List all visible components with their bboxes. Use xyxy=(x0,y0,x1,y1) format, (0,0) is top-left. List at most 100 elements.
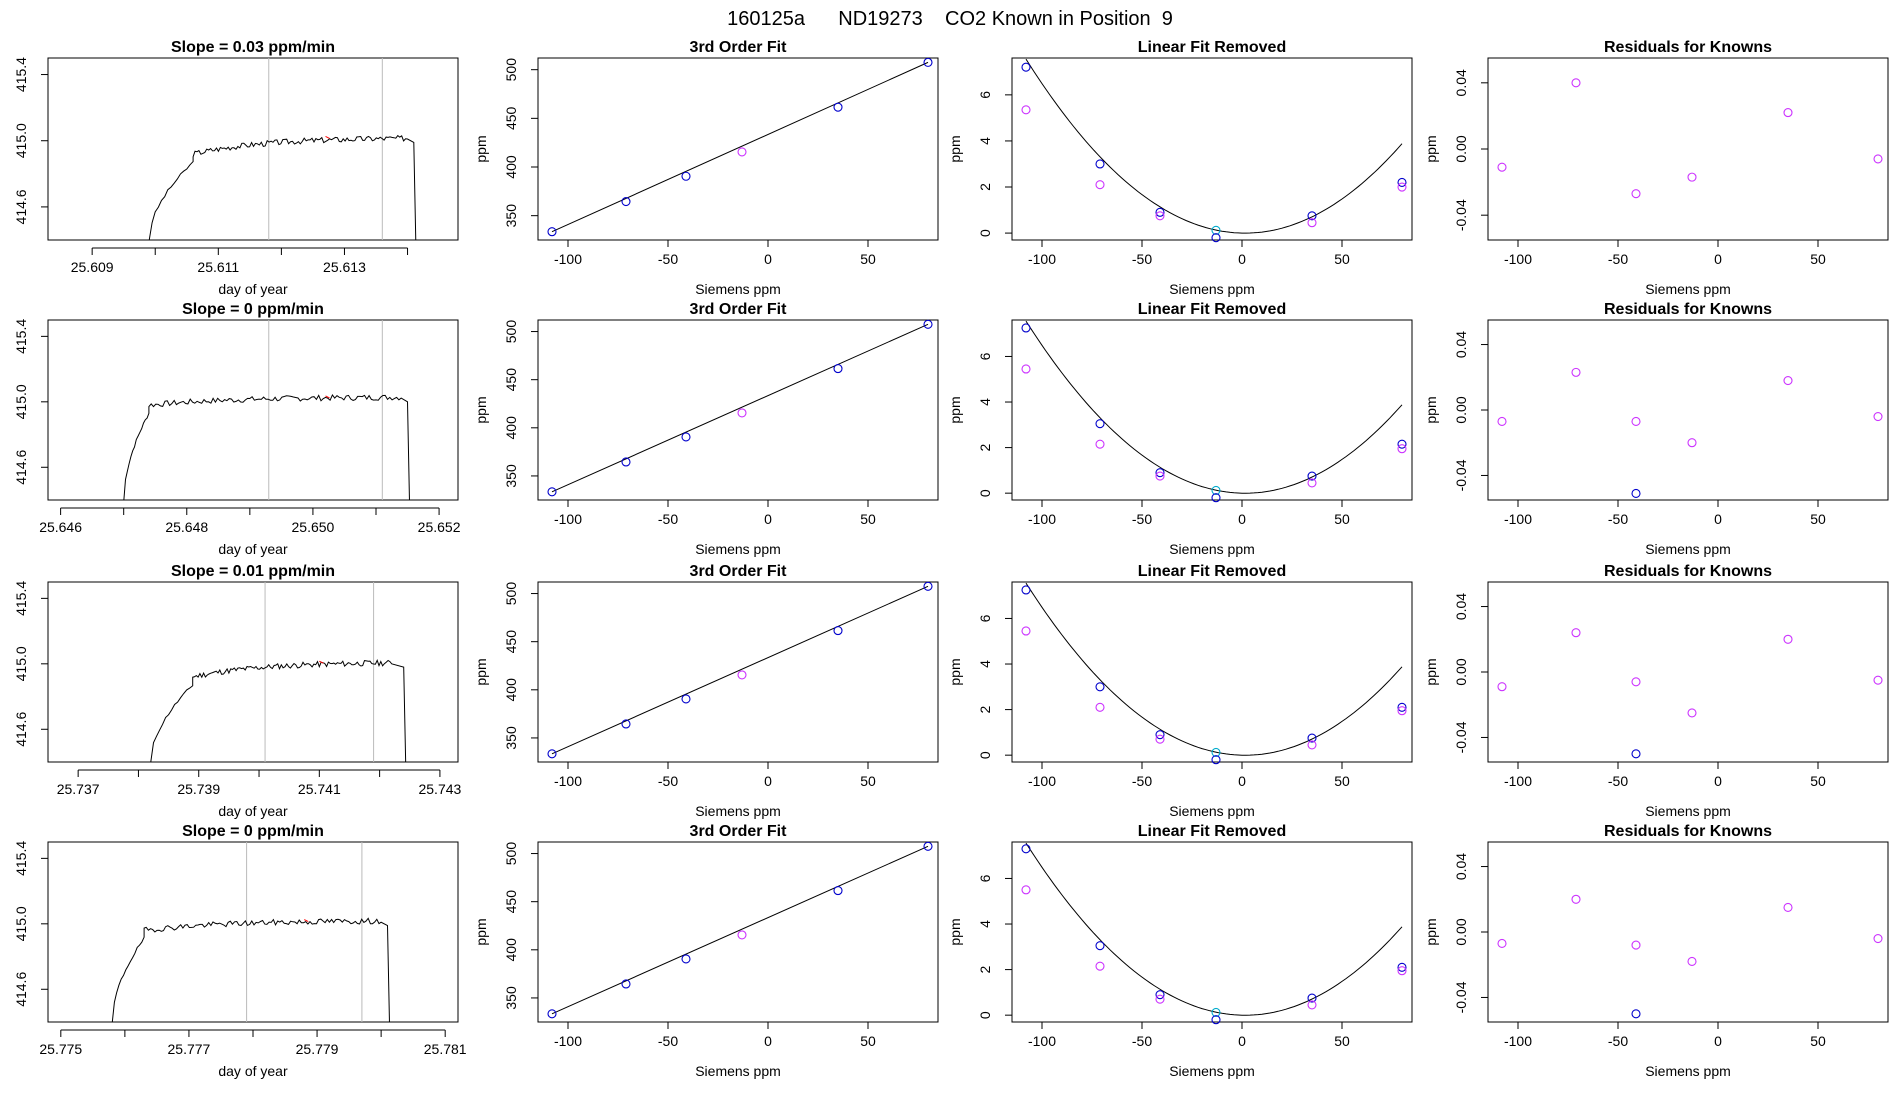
panel-title: Slope = 0.03 ppm/min xyxy=(171,39,335,56)
panel-1-2: 3rd Order Fit Siemens ppm ppm -100 -50 0 50 350… xyxy=(473,39,939,297)
data-point xyxy=(1307,211,1317,221)
x-tick-label: 0 xyxy=(764,773,772,789)
data-point xyxy=(1095,439,1105,449)
x-tick-label: 25.611 xyxy=(197,259,239,275)
data-point xyxy=(681,171,691,181)
x-tick-label: 25.650 xyxy=(292,519,335,535)
y-tick-label: 0 xyxy=(977,751,993,759)
data-point xyxy=(1571,628,1581,638)
data-point xyxy=(1783,108,1793,118)
y-axis-label: ppm xyxy=(473,918,489,945)
data-point xyxy=(1397,706,1407,716)
data-point xyxy=(1497,938,1507,949)
x-tick-label: -100 xyxy=(1504,773,1532,789)
x-tick-label: 50 xyxy=(860,773,876,789)
y-tick-label: 500 xyxy=(503,842,519,866)
x-tick-label: 0 xyxy=(1238,251,1246,267)
x-tick-label: -100 xyxy=(1028,251,1056,267)
data-point xyxy=(833,886,843,896)
y-tick-label: 450 xyxy=(503,630,519,654)
highlight-segment xyxy=(304,919,309,922)
data-point xyxy=(1095,682,1105,692)
plot-frame xyxy=(537,841,939,1023)
data-point xyxy=(1571,894,1581,904)
data-point xyxy=(547,487,557,497)
panel-title: 3rd Order Fit xyxy=(690,301,788,318)
x-axis-label: Siemens ppm xyxy=(1169,1063,1255,1079)
data-point xyxy=(1307,478,1317,488)
y-tick-label: 414.6 xyxy=(13,712,29,747)
data-point xyxy=(1021,364,1031,374)
x-tick-label: -50 xyxy=(658,251,678,267)
y-tick-label: 400 xyxy=(503,416,519,440)
x-axis-label: day of year xyxy=(218,1063,288,1079)
y-tick-label: 450 xyxy=(503,106,519,130)
y-tick-label: 415.4 xyxy=(13,57,29,92)
data-point xyxy=(1211,755,1221,765)
x-tick-label: 25.739 xyxy=(177,781,220,797)
data-point xyxy=(1397,444,1407,454)
x-tick-label: 25.613 xyxy=(323,259,366,275)
panel-title: Linear Fit Removed xyxy=(1138,563,1286,580)
x-tick-label: 25.737 xyxy=(57,781,100,797)
y-tick-label: 0.04 xyxy=(1453,853,1469,880)
fit-curve xyxy=(1025,320,1403,494)
data-point xyxy=(1873,411,1883,422)
data-point xyxy=(1095,180,1105,190)
y-axis-label: ppm xyxy=(1423,658,1439,685)
plot-frame xyxy=(537,581,939,763)
x-tick-label: -50 xyxy=(1608,1033,1628,1049)
data-point xyxy=(1307,993,1317,1003)
x-axis-label: day of year xyxy=(218,803,288,819)
data-point xyxy=(621,719,631,729)
data-point xyxy=(1873,933,1883,944)
y-tick-label: 415.0 xyxy=(13,384,29,419)
plot-frame xyxy=(1487,57,1889,241)
data-point xyxy=(1211,747,1221,757)
y-tick-label: 414.6 xyxy=(13,189,29,224)
x-tick-label: 0 xyxy=(1238,1033,1246,1049)
panel-1-3: Linear Fit Removed Siemens ppm ppm -100 -50 0… xyxy=(947,39,1413,297)
data-point xyxy=(923,841,933,851)
data-point xyxy=(681,694,691,704)
data-point xyxy=(1095,961,1105,971)
x-tick-label: -100 xyxy=(554,251,582,267)
data-point xyxy=(1631,677,1641,687)
data-point xyxy=(1307,1000,1317,1010)
x-tick-label: 0 xyxy=(764,511,772,527)
x-tick-label: 50 xyxy=(1810,511,1826,527)
data-point xyxy=(681,432,691,442)
data-point xyxy=(1397,702,1407,712)
y-tick-label: 2 xyxy=(977,705,993,713)
x-tick-label: -50 xyxy=(1132,1033,1152,1049)
data-point xyxy=(1095,702,1105,712)
data-point xyxy=(1497,162,1507,172)
data-point xyxy=(1631,416,1641,427)
panel-title: Slope = 0.01 ppm/min xyxy=(171,563,335,580)
x-tick-label: 25.779 xyxy=(296,1041,339,1057)
data-point xyxy=(1687,708,1697,718)
data-point xyxy=(1873,154,1883,164)
data-point xyxy=(1397,439,1407,449)
panel-title: Residuals for Knowns xyxy=(1604,563,1772,580)
panel-3-3: Linear Fit Removed Siemens ppm ppm -100 -50 0… xyxy=(947,563,1413,819)
x-tick-label: 25.781 xyxy=(424,1041,467,1057)
x-tick-label: 50 xyxy=(1810,1033,1826,1049)
y-tick-label: -0.04 xyxy=(1453,199,1469,231)
x-tick-label: 0 xyxy=(1238,511,1246,527)
y-axis-label: ppm xyxy=(1423,918,1439,945)
plot-frame xyxy=(47,841,459,1023)
data-point xyxy=(1021,844,1031,854)
x-tick-label: 0 xyxy=(1714,773,1722,789)
panel-title: 3rd Order Fit xyxy=(690,563,788,580)
panel-2-3: Linear Fit Removed Siemens ppm ppm -100 -50 0… xyxy=(947,301,1413,557)
x-axis-label: Siemens ppm xyxy=(1169,803,1255,819)
x-axis-label: Siemens ppm xyxy=(695,803,781,819)
data-point xyxy=(1211,233,1221,243)
data-point xyxy=(923,581,933,591)
x-tick-label: -50 xyxy=(658,773,678,789)
data-point xyxy=(1397,182,1407,192)
plot-frame xyxy=(537,57,939,241)
y-tick-label: 414.6 xyxy=(13,972,29,1007)
